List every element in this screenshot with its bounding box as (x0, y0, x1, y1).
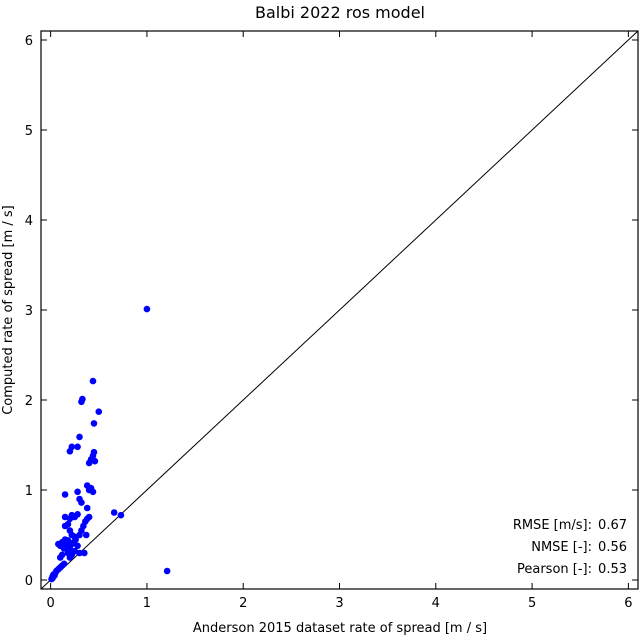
x-tick-label: 5 (528, 596, 536, 611)
data-point (76, 433, 83, 441)
data-point (82, 531, 90, 539)
stat-label: Pearson [-]: (517, 562, 592, 577)
stat-label: NMSE [-]: (531, 540, 592, 555)
data-point (76, 549, 83, 557)
data-point (74, 511, 81, 518)
x-tick-label: 0 (46, 596, 54, 611)
data-point (95, 408, 103, 416)
data-point (89, 377, 97, 385)
data-point (83, 504, 91, 512)
y-tick-label: 4 (25, 214, 33, 229)
stat-value: 0.53 (598, 562, 627, 577)
data-point (74, 488, 81, 496)
data-point (110, 509, 118, 516)
y-axis-ticks: 0 1 2 3 4 5 6 (25, 34, 638, 589)
x-tick-label: 6 (624, 596, 632, 611)
data-point (91, 457, 99, 465)
data-point (74, 443, 81, 451)
data-point (143, 305, 151, 313)
data-point (90, 448, 98, 456)
y-tick-label: 3 (25, 304, 33, 319)
x-axis-ticks: 0 1 2 3 4 5 6 (46, 31, 633, 611)
identity-line (40, 30, 639, 590)
stat-label: RMSE [m/s]: (513, 518, 592, 533)
x-tick-label: 4 (432, 596, 440, 611)
y-tick-label: 0 (25, 574, 33, 589)
y-axis-label: Computed rate of spread [m / s] (1, 205, 16, 415)
data-point (60, 560, 68, 568)
data-point (81, 549, 88, 557)
y-tick-label: 5 (25, 124, 33, 139)
data-points (48, 305, 171, 583)
y-tick-label: 6 (25, 34, 33, 49)
reference-line-layer (40, 30, 639, 590)
data-point (79, 395, 86, 403)
data-point (78, 499, 85, 506)
data-point (90, 420, 98, 427)
data-point (72, 536, 79, 543)
x-tick-label: 3 (335, 596, 343, 611)
stat-value: 0.67 (598, 518, 627, 533)
stat-value: 0.56 (598, 540, 627, 555)
data-point (89, 488, 97, 496)
statistics-box: RMSE [m/s]: 0.67 NMSE [-]: 0.56 Pearson [-]:… (513, 518, 627, 577)
data-point (58, 551, 66, 559)
x-tick-label: 1 (143, 596, 151, 611)
data-point (163, 567, 171, 575)
data-point (68, 443, 76, 451)
data-point (117, 511, 125, 519)
data-point (74, 542, 81, 550)
x-tick-label: 2 (239, 596, 247, 611)
x-axis-label: Anderson 2015 dataset rate of spread [m … (193, 621, 487, 636)
data-point (83, 482, 91, 489)
y-tick-label: 2 (25, 394, 33, 409)
data-point (85, 513, 93, 521)
data-point (61, 491, 69, 498)
y-tick-label: 1 (25, 484, 33, 499)
chart-title: Balbi 2022 ros model (255, 3, 425, 22)
data-point (64, 520, 72, 528)
